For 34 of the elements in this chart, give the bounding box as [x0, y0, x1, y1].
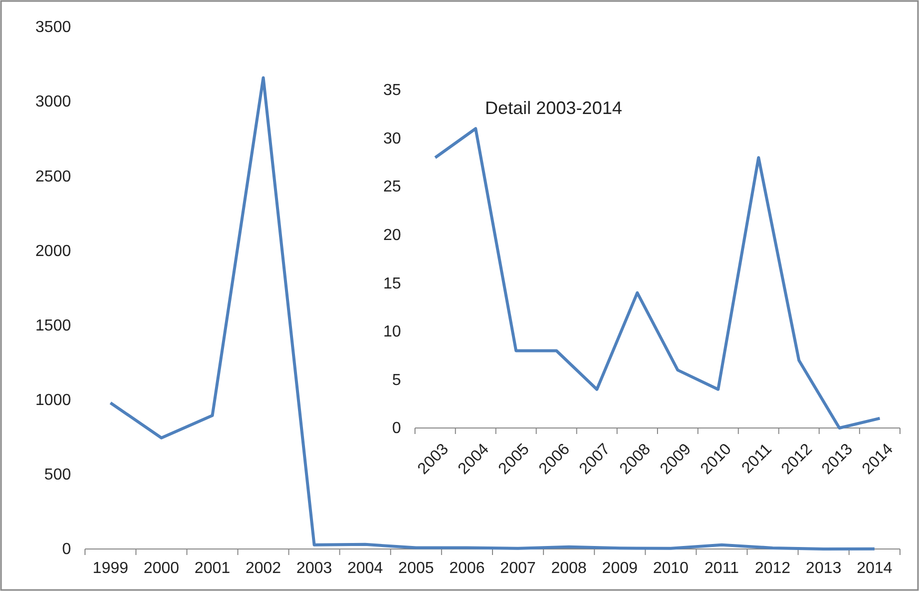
- y-tick-label: 0: [392, 420, 402, 438]
- x-tick-label: 2005: [398, 560, 434, 577]
- x-tick-label: 2004: [347, 560, 384, 577]
- x-tick-label: 2012: [754, 560, 791, 577]
- y-tick-label: 25: [383, 178, 402, 196]
- y-tick-label: 2500: [35, 168, 72, 186]
- x-tick-label: 2009: [602, 560, 638, 577]
- x-tick-label: 2007: [500, 560, 536, 577]
- y-tick-label: 20: [383, 226, 402, 244]
- x-tick-label: 2002: [245, 560, 282, 577]
- y-tick-label: 1500: [35, 317, 72, 334]
- line-series: [434, 127, 882, 430]
- y-tick-label: 3500: [35, 19, 72, 36]
- x-tick-label: 2001: [194, 560, 230, 577]
- x-tick-label: 2013: [806, 560, 842, 577]
- y-tick-label: 500: [44, 466, 72, 484]
- x-tick-label: 2006: [449, 560, 485, 577]
- y-tick-label: 0: [62, 541, 72, 558]
- x-tick-label: 1999: [92, 560, 128, 577]
- y-tick-label: 3000: [35, 94, 72, 111]
- y-tick-label: 30: [383, 130, 402, 148]
- y-tick-label: 10: [383, 324, 402, 341]
- x-tick-label: 2010: [652, 560, 689, 577]
- chart-title: Detail 2003-2014: [485, 98, 622, 118]
- y-tick-label: 15: [383, 275, 402, 292]
- y-tick-label: 5: [392, 372, 402, 389]
- x-tick-label: 2011: [704, 560, 740, 577]
- y-tick-label: 35: [383, 82, 402, 100]
- y-tick-label: 1000: [35, 392, 72, 409]
- x-tick-label: 2000: [144, 560, 180, 577]
- x-tick-label: 2008: [551, 560, 587, 577]
- x-tick-label: 2014: [856, 560, 892, 577]
- x-tick-label: 2003: [296, 560, 332, 577]
- y-tick-label: 2000: [35, 242, 72, 260]
